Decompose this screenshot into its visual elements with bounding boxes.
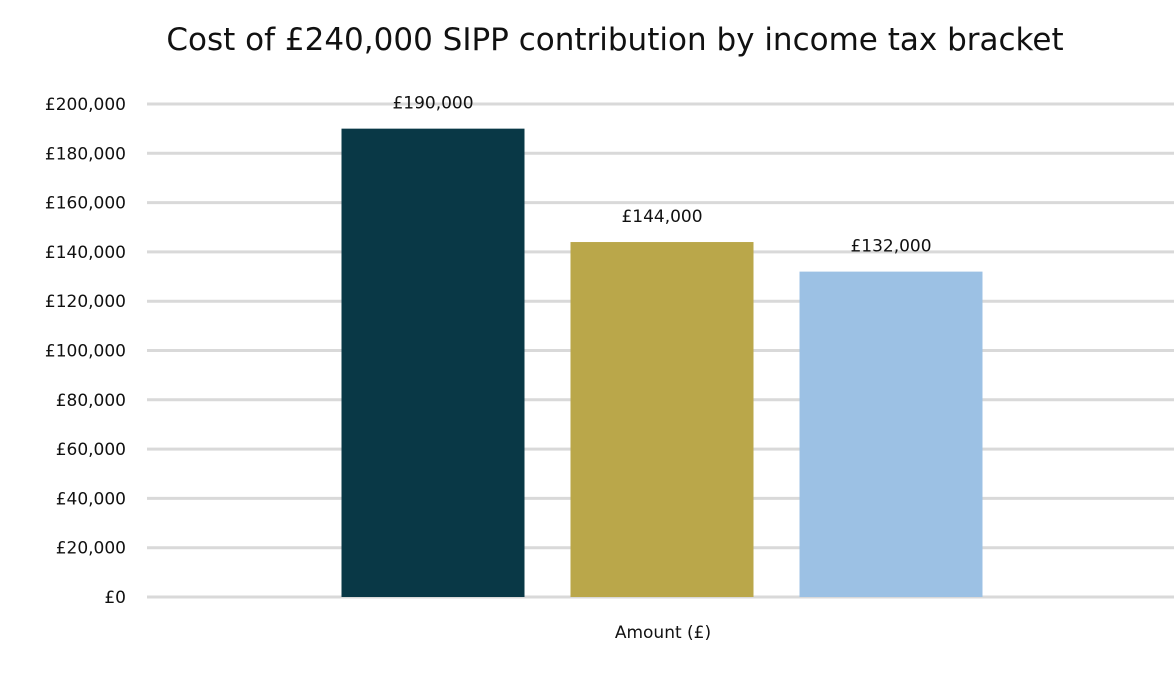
bar <box>799 271 983 597</box>
y-tick-label: £40,000 <box>56 489 126 509</box>
y-tick-label: £140,000 <box>45 243 126 263</box>
x-axis-label: Amount (£) <box>615 623 711 643</box>
y-tick-label: £160,000 <box>45 194 126 214</box>
y-tick-label: £180,000 <box>45 144 126 164</box>
bar-data-label: £132,000 <box>850 237 931 257</box>
y-tick-label: £20,000 <box>56 539 126 559</box>
bar-data-label: £190,000 <box>392 94 473 114</box>
bar-data-label: £144,000 <box>621 207 702 227</box>
y-tick-label: £120,000 <box>45 292 126 312</box>
y-tick-label: £100,000 <box>45 342 126 362</box>
bars <box>341 128 983 598</box>
bar <box>570 242 754 598</box>
bar <box>341 128 525 597</box>
y-tick-label: £60,000 <box>56 440 126 460</box>
y-tick-label: £0 <box>104 588 126 608</box>
data-labels: £190,000 £144,000 £132,000 <box>392 94 931 257</box>
y-axis-ticks: £0 £20,000 £40,000 £60,000 £80,000 £100,000 £1… <box>45 95 126 608</box>
y-tick-label: £80,000 <box>56 391 126 411</box>
chart-title: Cost of £240,000 SIPP contribution by in… <box>166 22 1064 58</box>
y-tick-label: £200,000 <box>45 95 126 115</box>
